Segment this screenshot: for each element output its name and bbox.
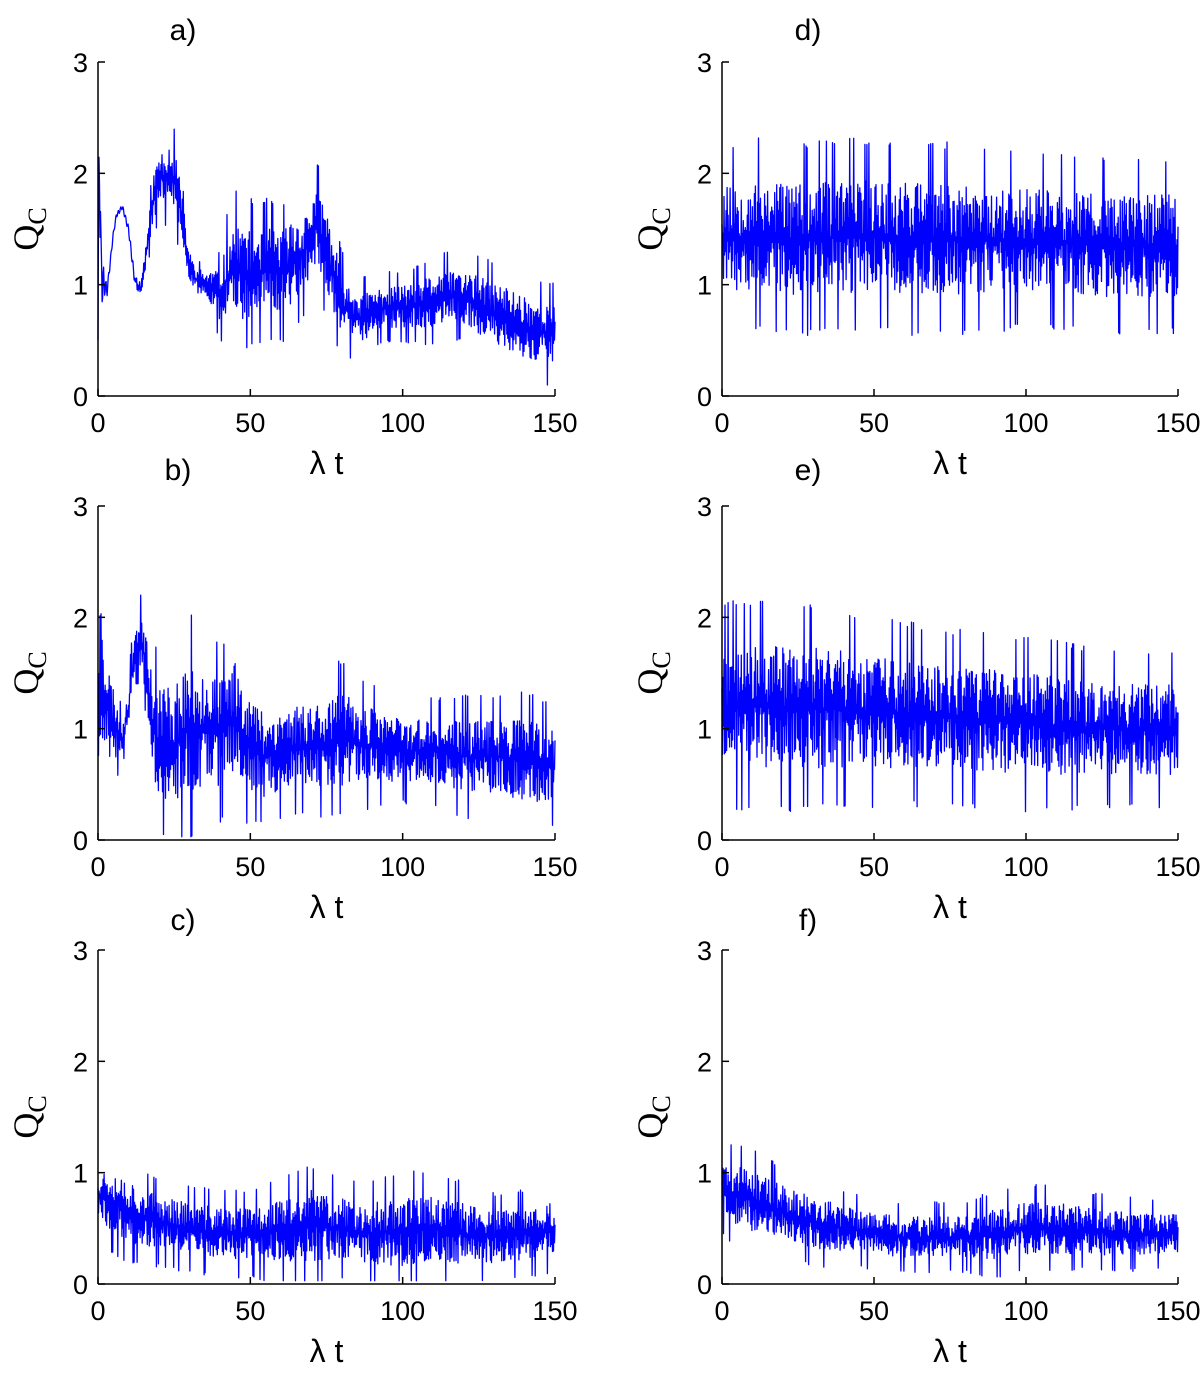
x-tick-label: 50	[859, 1296, 889, 1326]
x-tick-label: 0	[714, 1296, 729, 1326]
panel-label: e)	[795, 454, 822, 487]
panel-b: 0 50 100 150 0 1 2 3 b) λ t QC	[6, 454, 578, 925]
x-tick-label: 150	[532, 1296, 577, 1326]
y-tick-label: 2	[73, 159, 88, 189]
y-axis-label-subscript: C	[23, 207, 52, 224]
y-axis-label-main: Q	[630, 1113, 670, 1139]
y-tick-label: 2	[697, 603, 712, 633]
y-tick-label: 3	[697, 492, 712, 522]
x-tick-label: 100	[380, 1296, 425, 1326]
x-tick-label: 0	[90, 408, 105, 438]
panel-label: b)	[165, 454, 192, 487]
y-axis-label-subscript: C	[647, 651, 676, 668]
y-tick-label: 0	[73, 382, 88, 412]
x-tick-label: 50	[859, 408, 889, 438]
panel-label: c)	[171, 904, 196, 937]
y-tick-label: 0	[697, 826, 712, 856]
x-axis-label: λ t	[310, 445, 344, 481]
x-axis-label: λ t	[310, 889, 344, 925]
x-tick-label: 50	[859, 852, 889, 882]
panel-d: 0 50 100 150 0 1 2 3 d) λ t QC	[630, 14, 1200, 481]
panel-e: 0 50 100 150 0 1 2 3 e) λ t QC	[630, 454, 1200, 925]
y-axis-label-subscript: C	[647, 1095, 676, 1112]
x-tick-label: 150	[1155, 1296, 1200, 1326]
y-axis-label-subscript: C	[23, 1095, 52, 1112]
x-axis-label: λ t	[933, 889, 967, 925]
y-axis-label-main: Q	[630, 669, 670, 695]
series-line	[721, 137, 1179, 337]
x-tick-label: 50	[235, 852, 265, 882]
y-tick-label: 0	[73, 826, 88, 856]
x-tick-label: 0	[714, 408, 729, 438]
y-tick-label: 3	[73, 48, 88, 78]
y-axis-label: QC	[630, 1095, 676, 1138]
panel-label: f)	[799, 904, 817, 937]
x-axis-label: λ t	[310, 1333, 344, 1369]
panel-a: 0 50 100 150 0 1 2 3 a) λ t QC	[6, 14, 578, 481]
y-axis-label-subscript: C	[23, 651, 52, 668]
x-tick-label: 100	[1003, 852, 1048, 882]
x-tick-label: 150	[1155, 852, 1200, 882]
y-axis-label-main: Q	[6, 669, 46, 695]
y-tick-label: 2	[697, 159, 712, 189]
panel-label: a)	[170, 14, 197, 47]
series-line	[97, 128, 556, 386]
x-axis-label: λ t	[933, 1333, 967, 1369]
y-axis-label-main: Q	[630, 225, 670, 251]
y-axis-label-subscript: C	[647, 207, 676, 224]
x-tick-label: 150	[1155, 408, 1200, 438]
y-axis-label: QC	[630, 651, 676, 694]
y-tick-label: 0	[73, 1270, 88, 1300]
x-tick-label: 150	[532, 408, 577, 438]
x-tick-label: 100	[1003, 408, 1048, 438]
y-tick-label: 1	[73, 715, 88, 745]
series-line	[721, 1144, 1179, 1278]
y-tick-label: 3	[73, 492, 88, 522]
y-tick-label: 3	[73, 936, 88, 966]
y-tick-label: 3	[697, 936, 712, 966]
y-tick-label: 1	[73, 271, 88, 301]
y-axis-label: QC	[630, 207, 676, 250]
x-tick-label: 100	[380, 852, 425, 882]
x-tick-label: 0	[90, 852, 105, 882]
x-axis-label: λ t	[933, 445, 967, 481]
y-tick-label: 2	[73, 603, 88, 633]
y-tick-label: 2	[697, 1047, 712, 1077]
y-tick-label: 1	[697, 271, 712, 301]
x-tick-label: 50	[235, 1296, 265, 1326]
y-axis-label: QC	[6, 1095, 52, 1138]
x-tick-label: 100	[1003, 1296, 1048, 1326]
y-axis-label-main: Q	[6, 1113, 46, 1139]
panel-f: 0 50 100 150 0 1 2 3 f) λ t QC	[630, 904, 1200, 1369]
y-axis-label-main: Q	[6, 225, 46, 251]
y-axis-label: QC	[6, 207, 52, 250]
x-tick-label: 150	[532, 852, 577, 882]
panel-c: 0 50 100 150 0 1 2 3 c) λ t QC	[6, 904, 578, 1369]
x-tick-label: 100	[380, 408, 425, 438]
series-line	[721, 600, 1179, 813]
x-tick-label: 0	[90, 1296, 105, 1326]
y-tick-label: 1	[697, 715, 712, 745]
y-tick-label: 0	[697, 1270, 712, 1300]
y-tick-label: 0	[697, 382, 712, 412]
y-tick-label: 2	[73, 1047, 88, 1077]
panel-label: d)	[795, 14, 822, 47]
y-tick-label: 3	[697, 48, 712, 78]
series-line	[97, 594, 556, 838]
y-axis-label: QC	[6, 651, 52, 694]
x-tick-label: 0	[714, 852, 729, 882]
series-line	[97, 1166, 556, 1282]
x-tick-label: 50	[235, 408, 265, 438]
y-tick-label: 1	[697, 1159, 712, 1189]
y-tick-label: 1	[73, 1159, 88, 1189]
